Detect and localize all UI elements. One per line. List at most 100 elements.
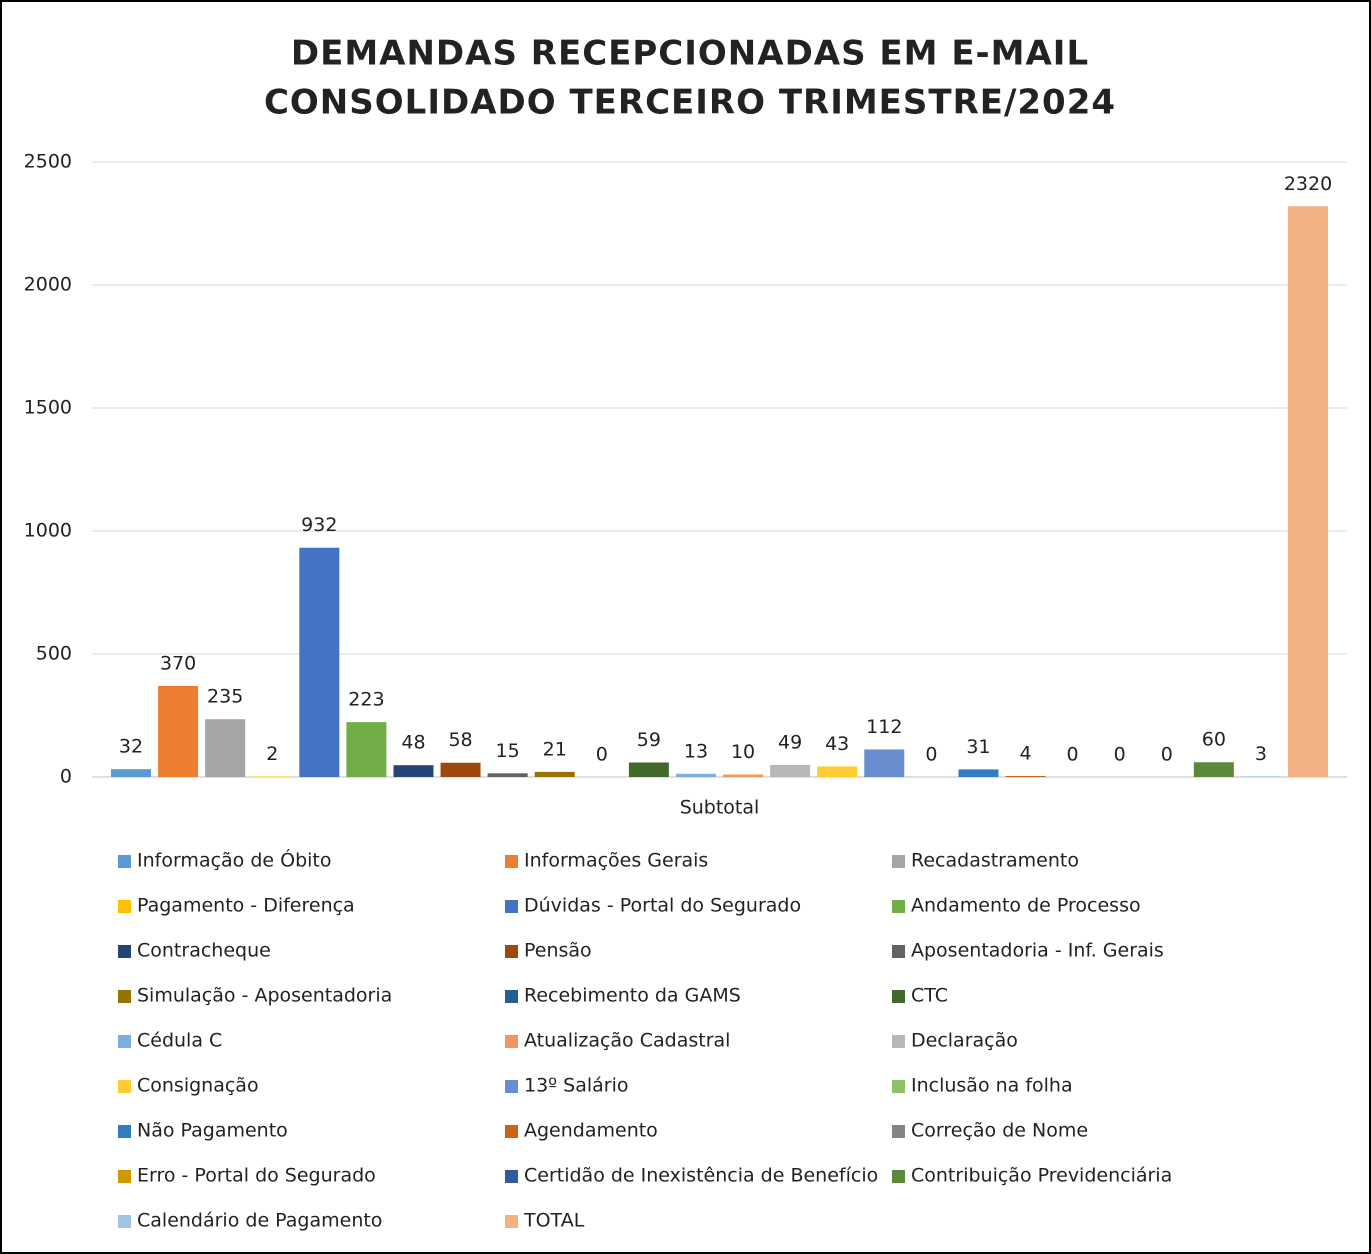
data-label: 0 <box>1067 744 1079 766</box>
legend-swatch <box>892 900 905 913</box>
data-label: 0 <box>1114 744 1126 766</box>
legend-swatch <box>118 990 131 1003</box>
data-label: 59 <box>637 729 661 751</box>
bar <box>628 762 669 777</box>
legend-label: Declaração <box>911 1030 1018 1052</box>
bar <box>723 774 764 777</box>
legend-swatch <box>118 1080 131 1093</box>
y-tick-label: 2000 <box>24 274 72 296</box>
legend-swatch <box>505 945 518 958</box>
legend-swatch <box>892 945 905 958</box>
legend-swatch <box>505 1080 518 1093</box>
bar <box>534 771 575 777</box>
legend-label: Contracheque <box>137 940 271 962</box>
legend-swatch <box>505 1125 518 1138</box>
legend-swatch <box>892 990 905 1003</box>
bar <box>958 769 999 777</box>
legend-label: Consignação <box>137 1075 259 1097</box>
legend-label: Não Pagamento <box>137 1120 288 1142</box>
legend-swatch <box>892 855 905 868</box>
y-tick-label: 1500 <box>24 397 72 419</box>
data-label: 43 <box>825 733 849 755</box>
legend-label: Aposentadoria - Inf. Gerais <box>911 940 1164 962</box>
bar <box>1288 206 1328 777</box>
legend-swatch <box>118 855 131 868</box>
legend-label: Andamento de Processo <box>911 895 1141 917</box>
legend-swatch <box>505 855 518 868</box>
legend-label: Calendário de Pagamento <box>137 1210 382 1232</box>
legend-label: Certidão de Inexistência de Benefício <box>524 1165 878 1187</box>
legend-swatch <box>118 1215 131 1228</box>
bar <box>299 547 340 777</box>
bar <box>346 722 387 777</box>
data-label: 49 <box>778 731 802 753</box>
x-tick-label: Subtotal <box>680 797 760 819</box>
chart-title: CONSOLIDADO TERCEIRO TRIMESTRE/2024 <box>264 83 1116 123</box>
data-label: 13 <box>684 740 708 762</box>
legend-swatch <box>892 1170 905 1183</box>
data-label: 32 <box>119 736 143 758</box>
y-tick-label: 0 <box>60 766 72 788</box>
bar <box>1193 762 1234 777</box>
legend-swatch <box>505 1170 518 1183</box>
bar <box>864 749 905 777</box>
data-label: 21 <box>543 738 567 760</box>
y-tick-label: 2500 <box>24 151 72 173</box>
bar <box>158 685 199 777</box>
legend-swatch <box>118 1170 131 1183</box>
legend-swatch <box>118 1125 131 1138</box>
data-label: 0 <box>596 744 608 766</box>
data-label: 112 <box>866 716 902 738</box>
legend-label: Informações Gerais <box>524 850 708 872</box>
legend-label: Erro - Portal do Segurado <box>137 1165 376 1187</box>
bar <box>205 719 246 777</box>
legend-swatch <box>118 1035 131 1048</box>
bar <box>393 765 434 777</box>
bar <box>770 764 811 777</box>
bar <box>487 773 528 777</box>
legend-swatch <box>505 900 518 913</box>
legend-swatch <box>505 990 518 1003</box>
legend-label: Cédula C <box>137 1030 222 1052</box>
data-label: 58 <box>448 729 472 751</box>
bar <box>111 769 151 777</box>
bar <box>675 773 716 777</box>
legend-label: Atualização Cadastral <box>524 1030 730 1052</box>
legend-label: Recadastramento <box>911 850 1079 872</box>
y-tick-label: 500 <box>36 643 72 665</box>
legend-label: Dúvidas - Portal do Segurado <box>524 895 801 917</box>
legend-label: Simulação - Aposentadoria <box>137 985 392 1007</box>
data-label: 31 <box>966 736 990 758</box>
bar <box>1005 776 1046 777</box>
legend-label: CTC <box>911 985 948 1007</box>
data-label: 2 <box>266 743 278 765</box>
legend-label: Pagamento - Diferença <box>137 895 355 917</box>
legend-label: 13º Salário <box>524 1075 629 1097</box>
legend-swatch <box>892 1125 905 1138</box>
data-label: 10 <box>731 741 755 763</box>
data-label: 370 <box>160 652 196 674</box>
legend-label: Contribuição Previdenciária <box>911 1165 1172 1187</box>
legend-swatch <box>505 1215 518 1228</box>
legend-label: Recebimento da GAMS <box>524 985 741 1007</box>
chart-title: DEMANDAS RECEPCIONADAS EM E-MAIL <box>291 34 1089 74</box>
data-label: 3 <box>1255 743 1267 765</box>
data-label: 48 <box>401 732 425 754</box>
data-label: 0 <box>925 744 937 766</box>
data-label: 60 <box>1202 729 1226 751</box>
legend-swatch <box>892 1080 905 1093</box>
legend-swatch <box>892 1035 905 1048</box>
data-label: 15 <box>496 740 520 762</box>
data-label: 4 <box>1019 743 1031 765</box>
legend-label: Pensão <box>524 940 592 962</box>
bar <box>1240 776 1281 777</box>
legend-swatch <box>118 900 131 913</box>
data-label: 2320 <box>1284 173 1332 195</box>
legend-label: Inclusão na folha <box>911 1075 1073 1097</box>
legend-label: Informação de Óbito <box>137 848 332 872</box>
legend-label: Correção de Nome <box>911 1120 1088 1142</box>
bar <box>817 766 858 777</box>
legend-swatch <box>118 945 131 958</box>
